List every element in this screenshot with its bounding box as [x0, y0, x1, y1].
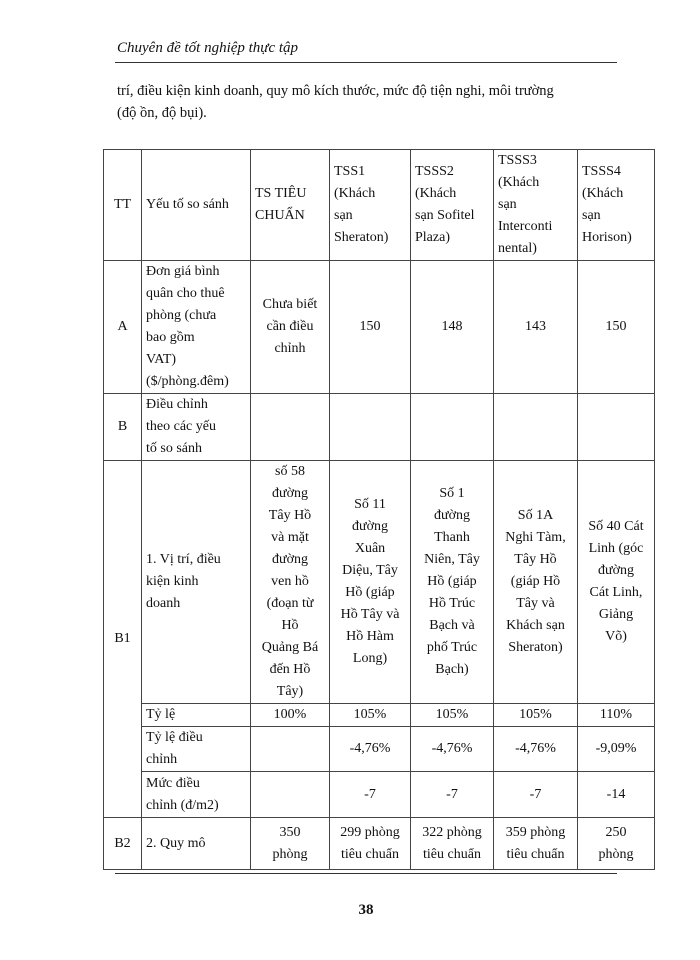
cell: Tỷ lệ [141, 703, 251, 727]
header-cell: TSSS4 (Khách sạn Horison) [577, 149, 655, 261]
cell: -4,76% [493, 726, 578, 772]
cell [577, 393, 655, 461]
header-cell: TSSS2 (Khách sạn Sofitel Plaza) [410, 149, 494, 261]
cell: Điều chỉnh theo các yếu tố so sánh [141, 393, 251, 461]
cell: 359 phòng tiêu chuẩn [493, 817, 578, 870]
cell: -9,09% [577, 726, 655, 772]
cell [493, 393, 578, 461]
cell: Số 11 đường Xuân Diệu, Tây Hồ (giáp Hồ T… [329, 460, 411, 704]
cell: Số 1 đường Thanh Niên, Tây Hồ (giáp Hồ T… [410, 460, 494, 704]
cell: B1 [103, 460, 142, 818]
cell: -4,76% [410, 726, 494, 772]
cell: 105% [329, 703, 411, 727]
cell: B [103, 393, 142, 461]
footer-divider [115, 873, 617, 874]
intro-paragraph: trí, điều kiện kinh doanh, quy mô kích t… [117, 83, 554, 121]
running-header: Chuyên đề tốt nghiệp thực tập [117, 40, 299, 56]
header-cell: Yếu tố so sánh [141, 149, 251, 261]
header-cell: TS TIÊU CHUẨN [250, 149, 330, 261]
table-row: B2 2. Quy mô 350 phòng 299 phòng tiêu ch… [103, 817, 655, 870]
table-row: Tỷ lệ 100% 105% 105% 105% 110% [104, 703, 655, 727]
table-row: B Điều chỉnh theo các yếu tố so sánh [103, 393, 655, 461]
cell: 299 phòng tiêu chuẩn [329, 817, 411, 870]
cell: Số 40 Cát Linh (góc đường Cát Linh, Giản… [577, 460, 655, 704]
cell: 1. Vị trí, điều kiện kinh doanh [141, 460, 251, 704]
page-number: 38 [358, 902, 374, 918]
cell: Mức điều chỉnh (đ/m2) [141, 771, 251, 818]
cell: -14 [577, 771, 655, 818]
table-row: B1 1. Vị trí, điều kiện kinh doanh số 58… [103, 460, 655, 818]
cell [250, 726, 330, 772]
cell: 250 phòng [577, 817, 655, 870]
cell: -7 [410, 771, 494, 818]
cell [410, 393, 494, 461]
table-row: A Đơn giá bình quân cho thuê phòng (chưa… [103, 260, 655, 394]
cell: -7 [493, 771, 578, 818]
cell: 150 [329, 260, 411, 394]
cell: 100% [250, 703, 330, 727]
table-row: Mức điều chỉnh (đ/m2) -7 -7 -7 -14 [104, 771, 655, 818]
header-divider [115, 62, 617, 63]
header-cell: TT [103, 149, 142, 261]
cell: -4,76% [329, 726, 411, 772]
cell: 2. Quy mô [141, 817, 251, 870]
cell: B2 [103, 817, 142, 870]
table-header-row: TT Yếu tố so sánh TS TIÊU CHUẨN TSS1 (Kh… [103, 149, 655, 261]
cell: -7 [329, 771, 411, 818]
comparison-table: TT Yếu tố so sánh TS TIÊU CHUẨN TSS1 (Kh… [103, 149, 655, 870]
cell: A [103, 260, 142, 394]
cell: Số 1A Nghi Tàm, Tây Hồ (giáp Hồ Tây và K… [493, 460, 578, 704]
cell: 350 phòng [250, 817, 330, 870]
cell: Đơn giá bình quân cho thuê phòng (chưa b… [141, 260, 251, 394]
cell: 105% [493, 703, 578, 727]
cell: 110% [577, 703, 655, 727]
header-cell: TSS1 (Khách sạn Sheraton) [329, 149, 411, 261]
table-row: Tỷ lệ điều chỉnh -4,76% -4,76% -4,76% -9… [104, 726, 655, 772]
cell: 143 [493, 260, 578, 394]
header-cell: TSSS3 (Khách sạn Interconti nental) [493, 149, 578, 261]
cell: Chưa biết cần điều chỉnh [250, 260, 330, 394]
cell [329, 393, 411, 461]
cell: 148 [410, 260, 494, 394]
cell [250, 771, 330, 818]
cell: số 58 đường Tây Hồ và mặt đường ven hồ (… [250, 460, 330, 704]
cell: Tỷ lệ điều chỉnh [141, 726, 251, 772]
cell: 105% [410, 703, 494, 727]
cell: 322 phòng tiêu chuẩn [410, 817, 494, 870]
cell [250, 393, 330, 461]
cell: 150 [577, 260, 655, 394]
